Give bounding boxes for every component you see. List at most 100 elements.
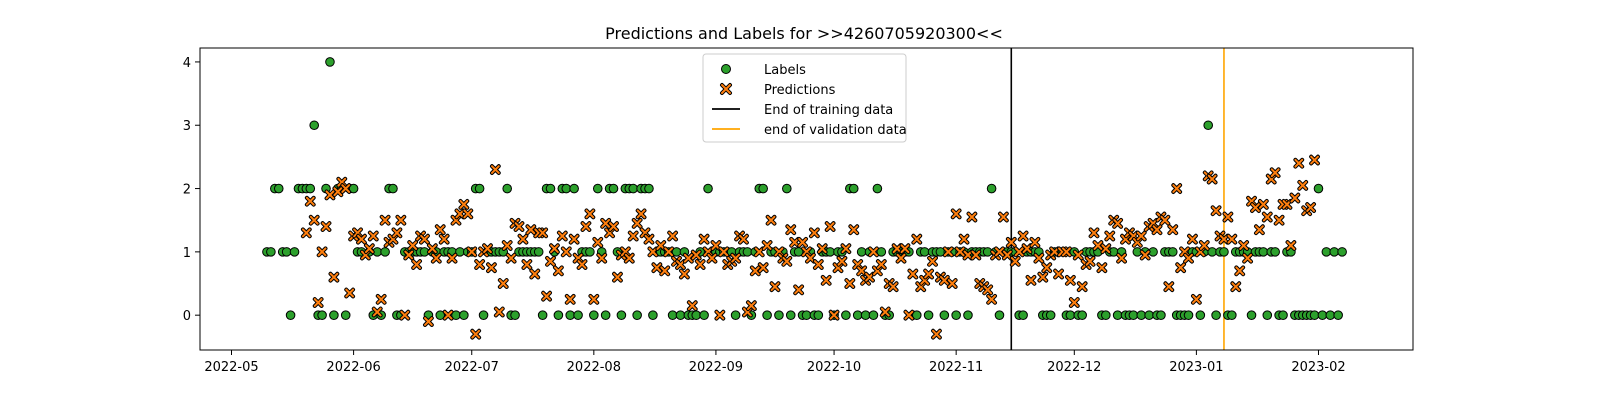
prediction-point [1206,173,1218,185]
label-point [742,247,753,257]
label-point [309,120,320,131]
prediction-point [1269,167,1281,179]
label-point [388,183,398,194]
legend-marker-predictions [720,83,732,95]
label-point [1065,310,1076,320]
prediction-point [375,293,387,305]
prediction-point [1167,224,1179,236]
label-point [848,183,859,194]
label-point [329,310,339,320]
label-point [474,183,485,194]
prediction-point [411,259,423,270]
prediction-point [312,297,324,308]
label-point [1262,310,1273,320]
prediction-point [907,268,919,280]
prediction-point [430,252,442,264]
prediction-point [395,214,407,226]
prediction-point [635,208,647,220]
prediction-point [946,278,958,289]
prediction-point [1281,198,1293,210]
legend-label-predictions: Predictions [764,83,836,98]
label-point [986,183,997,194]
prediction-point [864,271,875,283]
prediction-point [659,265,671,277]
label-point [1183,310,1194,320]
label-point [533,247,544,257]
prediction-point [816,243,828,255]
prediction-point [576,259,588,270]
prediction-point [679,268,690,280]
label-point [553,310,564,320]
prediction-point [1135,230,1147,242]
prediction-point [1092,240,1104,251]
label-point [1144,310,1154,320]
prediction-point [785,224,797,236]
label-point [1333,310,1343,320]
legend-label-validation: end of validation data [764,123,907,138]
prediction-point [1112,217,1124,229]
prediction-point [340,183,352,194]
prediction-point [714,309,726,321]
prediction-point [903,309,915,321]
label-point [285,310,296,320]
prediction-point [1226,233,1238,245]
label-point [317,310,327,320]
prediction-point [797,236,808,248]
label-point [667,310,678,320]
prediction-point [489,164,501,175]
prediction-point [438,233,450,245]
label-point [939,310,950,320]
prediction-point [600,217,612,229]
prediction-point [1005,236,1017,248]
prediction-point [1190,293,1202,305]
prediction-point [1033,252,1045,264]
prediction-point [647,246,659,258]
x-tick-label: 2022-12 [1047,360,1101,375]
prediction-point [434,224,446,236]
prediction-point [525,224,537,236]
label-point [691,310,702,320]
label-point [537,310,548,320]
prediction-point [757,262,769,274]
prediction-point [651,262,663,274]
prediction-point [686,300,698,312]
prediction-point [753,246,765,258]
label-point [852,310,863,320]
prediction-point [927,255,938,267]
legend-label-training: End of training data [764,103,893,118]
label-point [1077,310,1087,320]
prediction-point [458,198,470,210]
prediction-point [612,271,623,283]
prediction-point [1100,243,1112,255]
y-tick-label: 0 [183,309,191,324]
prediction-point [371,306,383,318]
prediction-point [643,233,655,245]
prediction-point [564,293,576,305]
label-point [459,310,469,320]
label-point [675,310,686,320]
legend-marker-labels [721,64,731,74]
prediction-point [824,221,836,232]
prediction-point [1068,297,1080,308]
label-point [325,57,335,67]
prediction-point [970,249,982,261]
label-point [616,310,627,320]
prediction-point [820,274,832,286]
prediction-point [789,236,801,248]
prediction-point [690,249,702,261]
prediction-point [761,240,773,251]
label-point [289,247,300,257]
prediction-point [560,246,572,258]
label-point [703,183,713,194]
prediction-point [655,240,667,251]
prediction-point [1139,249,1151,261]
prediction-point [1257,198,1269,210]
prediction-point [407,240,419,251]
label-point [1329,247,1340,257]
prediction-point [367,230,379,242]
label-point [730,310,741,320]
prediction-point [923,268,934,280]
prediction-point [793,284,805,296]
label-point [1317,310,1328,320]
